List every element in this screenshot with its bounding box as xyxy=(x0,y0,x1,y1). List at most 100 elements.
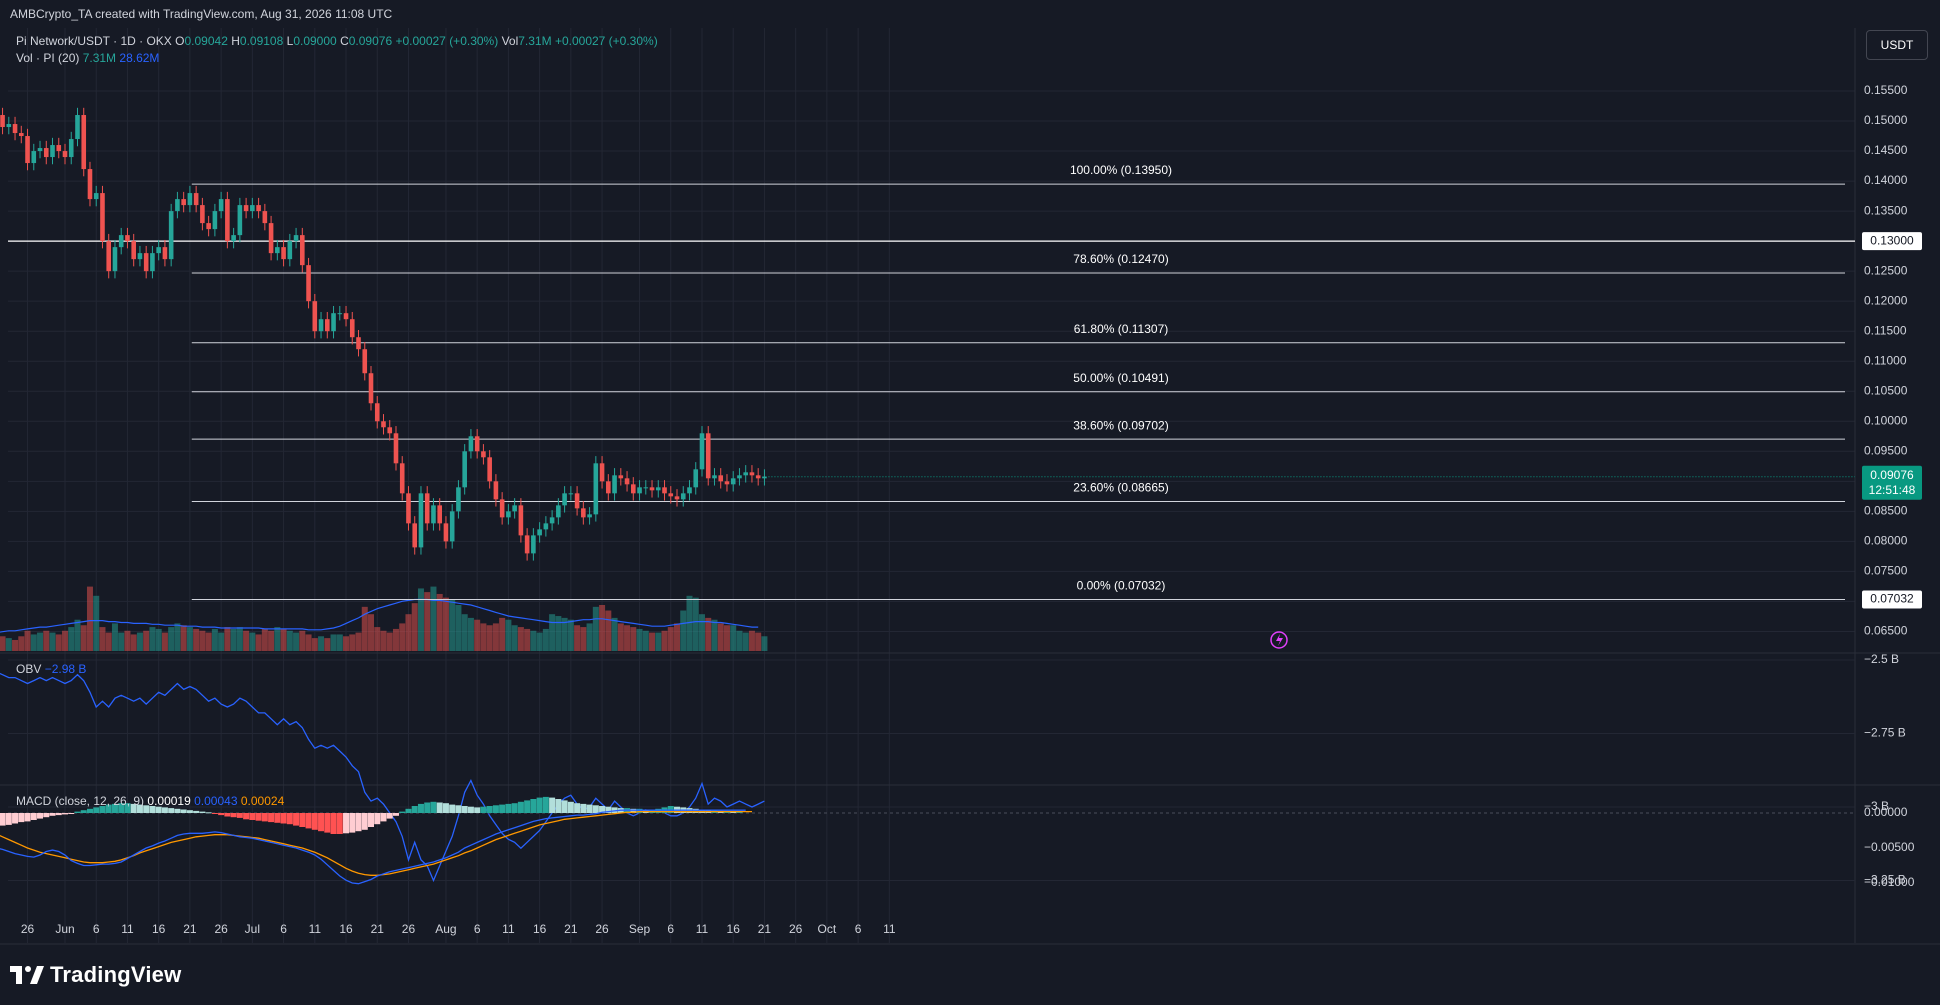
macd-label[interactable]: MACD (close, 12, 26, 9) xyxy=(16,794,145,808)
candle-body xyxy=(50,145,55,158)
macd-histogram-bar xyxy=(5,813,12,825)
candle-body xyxy=(424,493,430,524)
volume-bar xyxy=(99,627,106,651)
volume-bar xyxy=(649,632,656,651)
volume-bar xyxy=(480,623,487,651)
volume-bar xyxy=(168,627,175,651)
candle-body xyxy=(87,169,93,200)
candle-body xyxy=(125,235,130,242)
macd-histogram-bar xyxy=(174,808,181,813)
symbol-label[interactable]: Pi Network/USDT · 1D · OKX xyxy=(16,34,172,48)
candle-body xyxy=(287,241,293,260)
price-axis-tick: 0.13500 xyxy=(1864,203,1908,217)
macd-histogram-bar xyxy=(318,813,325,832)
macd-histogram-bar xyxy=(692,808,699,813)
volume-bar xyxy=(698,614,705,651)
candle-body xyxy=(499,499,505,518)
candle-body xyxy=(568,493,574,495)
vol-indicator-label[interactable]: Vol · PI (20) xyxy=(16,51,80,65)
macd-histogram-bar xyxy=(442,803,449,813)
time-axis-tick: 6 xyxy=(280,922,287,936)
price-axis-tick: 0.06500 xyxy=(1864,624,1908,638)
candle-body xyxy=(593,463,599,515)
brand-name: TradingView xyxy=(50,962,182,987)
volume-bar xyxy=(211,628,218,651)
macd-histogram-bar xyxy=(411,806,418,813)
macd-histogram-bar xyxy=(386,813,393,819)
candle-body xyxy=(93,193,99,200)
price-axis-tick: 0.07500 xyxy=(1864,564,1908,578)
candle-body xyxy=(556,505,561,518)
candle-body xyxy=(31,151,37,164)
volume-bar xyxy=(680,610,687,651)
volume-bar xyxy=(30,634,37,651)
macd-histogram-bar xyxy=(361,813,368,830)
macd-histogram-bar xyxy=(611,807,618,813)
candle-body xyxy=(193,193,199,206)
macd-histogram-bar xyxy=(186,810,193,813)
candle-body xyxy=(200,205,205,224)
currency-button[interactable]: USDT xyxy=(1866,30,1928,60)
macd-histogram-bar xyxy=(449,804,456,813)
time-axis-tick: 11 xyxy=(121,922,134,936)
volume-bar xyxy=(617,623,624,651)
volume-bar xyxy=(449,599,456,651)
candle-body xyxy=(37,148,43,152)
volume-bar xyxy=(243,630,250,651)
alert-lightning-icon[interactable] xyxy=(1270,631,1288,649)
volume-bar xyxy=(180,625,187,651)
tradingview-brand[interactable]: TradingView xyxy=(10,960,181,990)
obv-label[interactable]: OBV xyxy=(16,662,42,676)
volume-bar xyxy=(62,630,68,651)
volume-bar xyxy=(93,595,100,651)
time-axis-tick: 11 xyxy=(502,922,515,936)
price-axis-tick: 0.11500 xyxy=(1864,323,1907,337)
volume-bar xyxy=(542,628,549,651)
candle-body xyxy=(0,115,5,128)
macd-histogram-bar xyxy=(599,806,606,813)
candle-body xyxy=(612,475,617,494)
volume-bar xyxy=(486,625,493,651)
macd-histogram-bar xyxy=(286,813,293,825)
volume-bar xyxy=(330,634,337,651)
volume-bar xyxy=(524,628,531,651)
volume-bar xyxy=(124,630,131,651)
candle-body xyxy=(118,235,124,248)
volume-bar xyxy=(118,632,125,651)
candle-body xyxy=(643,487,649,489)
last-price-label: 0.09076 xyxy=(1870,468,1914,482)
volume-bar xyxy=(361,606,368,651)
macd-histogram-bar xyxy=(118,803,125,813)
volume-bar xyxy=(586,623,593,651)
time-axis-tick: 21 xyxy=(564,922,578,936)
volume-bar xyxy=(374,627,381,651)
macd-histogram-bar xyxy=(536,797,543,813)
fib-label: 78.60% (0.12470) xyxy=(1073,252,1168,266)
time-axis-tick: 11 xyxy=(883,922,896,936)
macd-histogram-bar xyxy=(43,813,50,818)
candle-body xyxy=(256,205,261,212)
volume-bar xyxy=(105,632,112,651)
price-axis-tick: 0.10000 xyxy=(1864,413,1908,427)
candle-body xyxy=(187,193,193,206)
volume-bar xyxy=(436,593,443,651)
volume-bar xyxy=(380,630,387,651)
candle-body xyxy=(175,199,180,212)
macd-histogram-bar xyxy=(324,813,331,833)
candle-body xyxy=(637,487,642,494)
lightning-glyph xyxy=(1276,634,1283,646)
ohlc-l-label: L xyxy=(286,34,294,48)
macd-histogram-bar xyxy=(18,813,25,823)
macd-histogram-bar xyxy=(274,813,281,823)
candle-body xyxy=(418,493,424,548)
macd-histogram-bar xyxy=(549,797,556,813)
obv-value: −2.98 B xyxy=(44,662,87,676)
macd-histogram-bar xyxy=(561,800,568,813)
candle-body xyxy=(487,457,492,482)
time-axis-tick: 6 xyxy=(93,922,100,936)
candle-body xyxy=(512,505,517,512)
candle-body xyxy=(431,505,436,524)
volume-legend: Vol · PI (20) 7.31M 28.62M xyxy=(16,51,159,65)
time-axis-tick: Aug xyxy=(435,922,456,936)
